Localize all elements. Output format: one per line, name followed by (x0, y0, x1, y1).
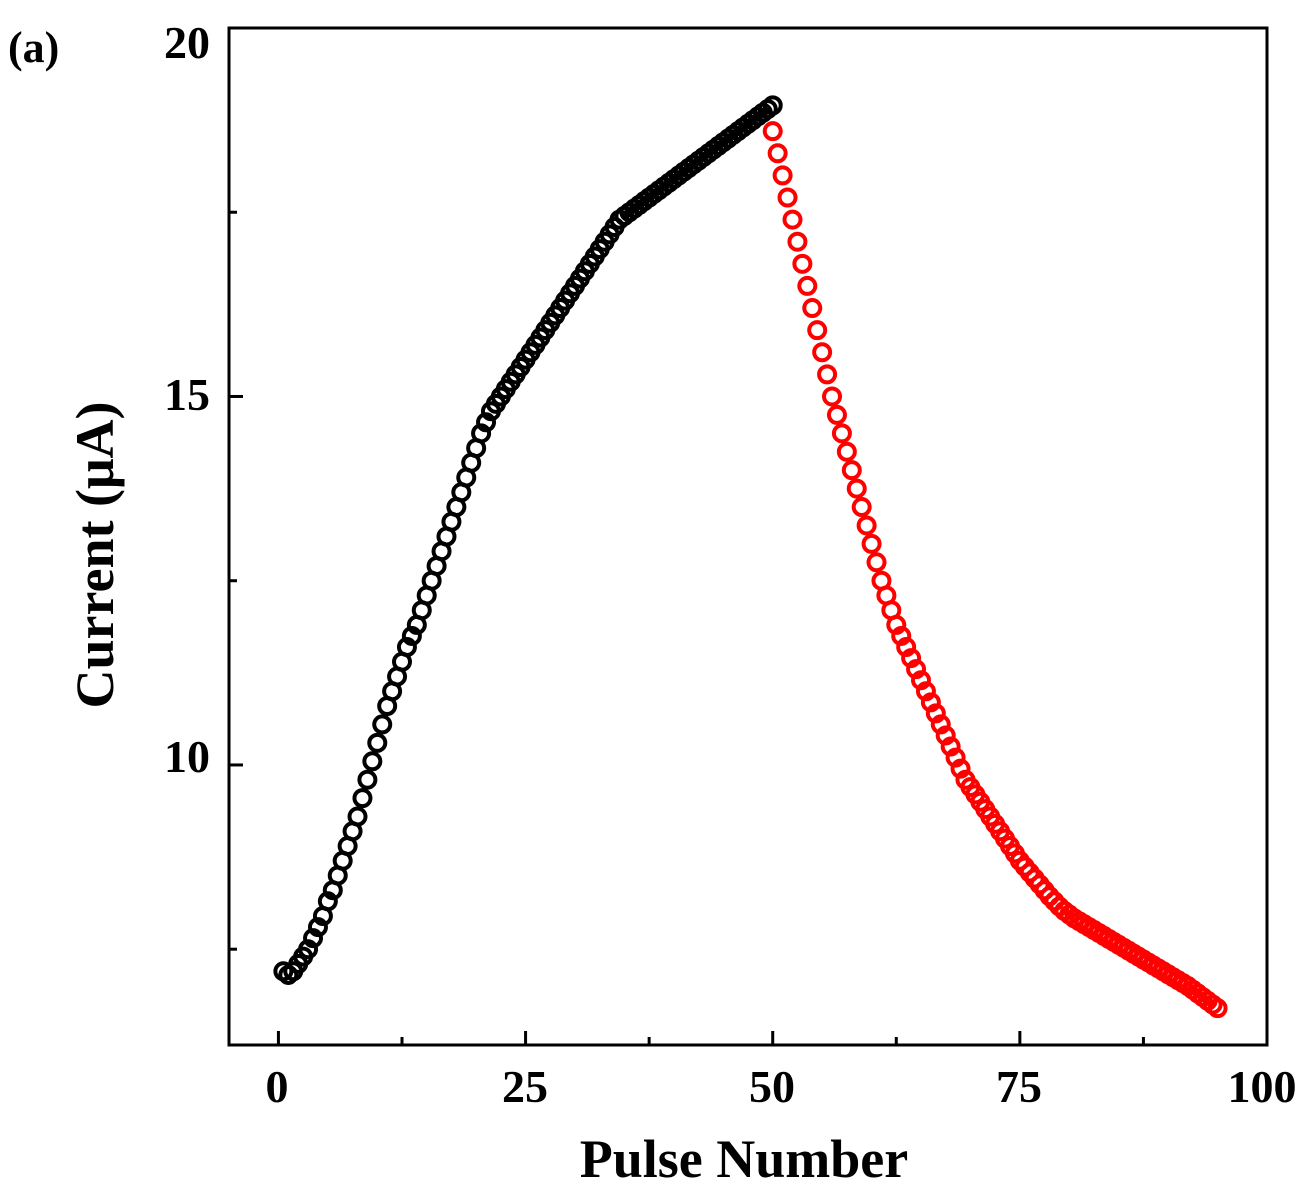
data-point (767, 143, 788, 164)
data-point (886, 614, 907, 635)
data-point (777, 187, 798, 208)
data-point (1039, 886, 1060, 907)
data-point (901, 648, 922, 669)
panel-label: (a) (8, 23, 59, 72)
data-point (935, 725, 956, 746)
data-point (401, 625, 422, 646)
data-point (298, 939, 319, 960)
x-tick-label: 100 (1228, 1061, 1297, 1112)
data-point (476, 412, 497, 433)
x-tick-label: 25 (502, 1061, 548, 1112)
data-point (826, 404, 847, 425)
data-point (812, 342, 833, 363)
data-point (802, 298, 823, 319)
data-point (792, 253, 813, 274)
data-point (896, 637, 917, 658)
x-axis-ticks (276, 1031, 1269, 1045)
data-point (357, 769, 378, 790)
data-point (367, 732, 388, 753)
data-point (307, 917, 328, 938)
data-point (891, 625, 912, 646)
series-layer (273, 95, 1228, 1019)
x-axis-title: Pulse Number (580, 1129, 908, 1189)
data-point (906, 659, 927, 680)
y-tick-label: 20 (164, 17, 210, 68)
data-point (787, 231, 808, 252)
data-point (920, 692, 941, 713)
data-point (797, 275, 818, 296)
x-tick-labels: 0 25 50 75 100 (266, 1061, 1297, 1112)
data-point (846, 478, 867, 499)
x-tick-label: 50 (749, 1061, 795, 1112)
data-point (836, 441, 857, 462)
data-point (471, 423, 492, 444)
data-point (930, 714, 951, 735)
data-point (317, 891, 338, 912)
data-point (807, 320, 828, 341)
y-tick-labels: 10 15 20 (164, 17, 210, 782)
data-point (851, 497, 872, 518)
y-tick-label: 10 (164, 731, 210, 782)
data-point (762, 95, 783, 116)
data-point (303, 928, 324, 949)
y-axis-title: Current (μA) (65, 401, 125, 708)
data-point (911, 670, 931, 691)
data-point (396, 637, 417, 658)
data-point (861, 533, 882, 554)
data-point (915, 681, 936, 702)
data-point (362, 751, 383, 772)
data-point (940, 736, 961, 757)
series-0 (273, 95, 783, 985)
data-point (856, 515, 877, 536)
data-point (817, 364, 838, 385)
data-point (762, 121, 783, 142)
x-tick-label: 0 (266, 1061, 289, 1112)
data-point (925, 703, 946, 724)
data-point (1207, 998, 1228, 1019)
y-axis-ticks (229, 26, 243, 951)
data-point (831, 423, 852, 444)
data-point (782, 209, 803, 230)
data-point (866, 552, 887, 573)
data-point (347, 806, 368, 827)
plot-frame (227, 26, 1269, 1047)
y-tick-label: 15 (164, 369, 210, 420)
data-point (822, 386, 843, 407)
series-1 (762, 121, 1228, 1019)
data-point (945, 747, 966, 768)
data-point (841, 460, 862, 481)
data-point (772, 165, 793, 186)
x-tick-label: 75 (996, 1061, 1042, 1112)
data-point (352, 788, 373, 809)
data-point (950, 758, 971, 779)
data-point (372, 714, 393, 735)
